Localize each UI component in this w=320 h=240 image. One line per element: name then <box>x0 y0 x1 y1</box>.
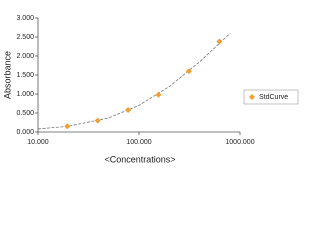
x-tick-label: 100.000 <box>126 139 151 146</box>
y-tick-label: 3.000 <box>16 15 34 22</box>
page: <Concentrations> Absorbance 0.000 0.500 1.… <box>2 14 299 165</box>
data-point <box>64 123 71 130</box>
y-tick-label: 2.500 <box>16 34 34 41</box>
data-point <box>216 38 223 45</box>
y-tick-label: 0.000 <box>16 129 34 136</box>
legend-marker <box>249 94 255 100</box>
legend-label: StdCurve <box>259 94 288 101</box>
y-tick-label: 1.000 <box>16 91 34 98</box>
data-point <box>94 117 101 124</box>
y-tick-label: 2.000 <box>16 53 34 60</box>
y-tick-label: 1.500 <box>16 72 34 79</box>
data-point <box>155 91 162 98</box>
fit-curve <box>37 32 231 130</box>
x-tick-label: 10.000 <box>27 139 49 146</box>
y-axis-title: Absorbance <box>2 51 12 99</box>
legend-box <box>243 89 299 105</box>
x-axis-title: <Concentrations> <box>104 154 175 164</box>
y-tick-label: 0.500 <box>16 110 34 117</box>
x-tick-label: 1000.000 <box>225 139 254 146</box>
data-point <box>125 106 132 113</box>
chart: <Concentrations> Absorbance 0.000 0.500 1.… <box>2 15 299 164</box>
data-point <box>185 68 192 75</box>
